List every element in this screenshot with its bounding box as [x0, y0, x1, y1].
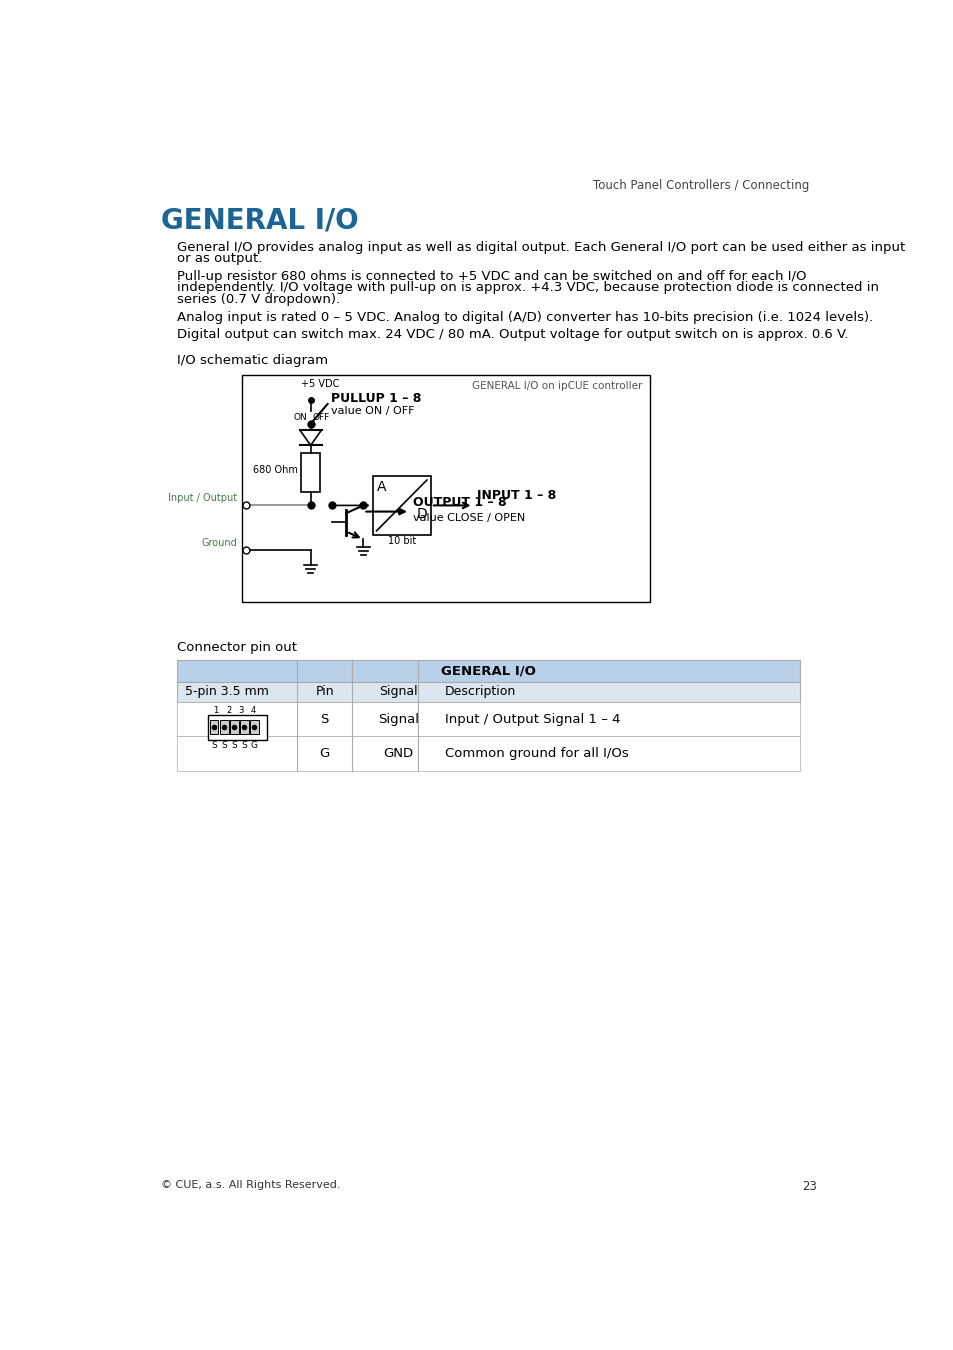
- Text: +5 VDC: +5 VDC: [301, 379, 339, 389]
- Text: S: S: [221, 741, 227, 751]
- Text: I/O schematic diagram: I/O schematic diagram: [177, 354, 328, 367]
- Bar: [373, 477, 431, 535]
- Text: Pin: Pin: [315, 686, 334, 698]
- Text: 4: 4: [251, 706, 255, 714]
- Text: Analog input is rated 0 – 5 VDC. Analog to digital (A/D) converter has 10-bits p: Analog input is rated 0 – 5 VDC. Analog …: [177, 310, 873, 324]
- Text: GENERAL I/O: GENERAL I/O: [161, 207, 358, 235]
- Text: A: A: [376, 481, 386, 494]
- Bar: [177, 736, 799, 771]
- Text: G: G: [251, 741, 257, 751]
- Text: 1: 1: [213, 706, 218, 714]
- Text: INPUT 1 – 8: INPUT 1 – 8: [476, 489, 556, 502]
- Bar: [240, 721, 249, 734]
- Text: ON: ON: [294, 413, 307, 423]
- Text: Signal: Signal: [378, 686, 417, 698]
- Text: 5-pin 3.5 mm: 5-pin 3.5 mm: [185, 686, 269, 698]
- Text: 680 Ohm: 680 Ohm: [253, 464, 298, 475]
- Text: or as output.: or as output.: [177, 252, 262, 265]
- Text: S: S: [211, 741, 216, 751]
- Text: GENERAL I/O: GENERAL I/O: [440, 664, 536, 678]
- Text: OUTPUT 1 – 8: OUTPUT 1 – 8: [413, 495, 506, 509]
- Text: Description: Description: [444, 686, 516, 698]
- Text: Digital output can switch max. 24 VDC / 80 mA. Output voltage for output switch : Digital output can switch max. 24 VDC / …: [177, 328, 848, 342]
- Text: series (0.7 V dropdown).: series (0.7 V dropdown).: [177, 293, 340, 306]
- Text: GENERAL I/O on ipCUE controller: GENERAL I/O on ipCUE controller: [472, 382, 641, 391]
- Text: 2: 2: [226, 706, 231, 714]
- Text: 3: 3: [238, 706, 243, 714]
- Bar: [210, 721, 218, 734]
- Text: 10 bit: 10 bit: [387, 536, 416, 547]
- Bar: [250, 721, 258, 734]
- Bar: [241, 375, 649, 602]
- Text: Pull-up resistor 680 ohms is connected to +5 VDC and can be switched on and off : Pull-up resistor 680 ohms is connected t…: [177, 270, 806, 282]
- Text: value ON / OFF: value ON / OFF: [331, 406, 414, 416]
- Text: Signal: Signal: [377, 713, 418, 725]
- Text: Input / Output: Input / Output: [168, 493, 236, 504]
- Text: PULLUP 1 – 8: PULLUP 1 – 8: [331, 393, 421, 405]
- Text: D: D: [416, 506, 427, 521]
- Text: Common ground for all I/Os: Common ground for all I/Os: [444, 748, 628, 760]
- Text: Input / Output Signal 1 – 4: Input / Output Signal 1 – 4: [444, 713, 619, 725]
- Text: OFF: OFF: [312, 413, 329, 423]
- Text: General I/O provides analog input as well as digital output. Each General I/O po: General I/O provides analog input as wel…: [177, 240, 904, 254]
- Text: S: S: [231, 741, 236, 751]
- Text: G: G: [319, 748, 330, 760]
- Text: independently. I/O voltage with pull-up on is approx. +4.3 VDC, because protecti: independently. I/O voltage with pull-up …: [177, 281, 879, 294]
- Text: Ground: Ground: [201, 537, 236, 548]
- Text: value CLOSE / OPEN: value CLOSE / OPEN: [413, 513, 525, 522]
- Text: S: S: [320, 713, 329, 725]
- Text: GND: GND: [383, 748, 413, 760]
- Bar: [177, 702, 799, 736]
- Text: Touch Panel Controllers / Connecting: Touch Panel Controllers / Connecting: [592, 180, 808, 192]
- Bar: [220, 721, 229, 734]
- Bar: [177, 682, 799, 702]
- Bar: [208, 716, 267, 740]
- Bar: [177, 660, 799, 682]
- Text: 23: 23: [801, 1180, 816, 1193]
- Bar: [301, 454, 319, 491]
- Text: © CUE, a.s. All Rights Reserved.: © CUE, a.s. All Rights Reserved.: [161, 1180, 340, 1189]
- Text: Connector pin out: Connector pin out: [177, 641, 297, 653]
- Text: S: S: [241, 741, 247, 751]
- Bar: [230, 721, 238, 734]
